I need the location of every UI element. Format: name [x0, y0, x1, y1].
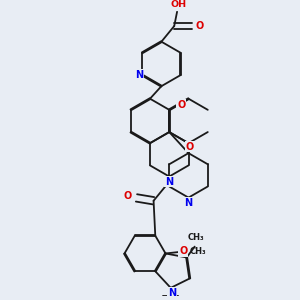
Text: N: N: [165, 177, 173, 187]
Text: OH: OH: [170, 0, 187, 9]
Text: O: O: [186, 142, 194, 152]
Text: O: O: [124, 191, 132, 202]
Text: N: N: [168, 288, 176, 298]
Text: O: O: [195, 21, 203, 31]
Text: N: N: [184, 198, 193, 208]
Text: O: O: [177, 100, 185, 110]
Text: CH₃: CH₃: [190, 247, 206, 256]
Text: CH₃: CH₃: [188, 233, 204, 242]
Text: O: O: [179, 247, 187, 256]
Text: N: N: [135, 70, 143, 80]
